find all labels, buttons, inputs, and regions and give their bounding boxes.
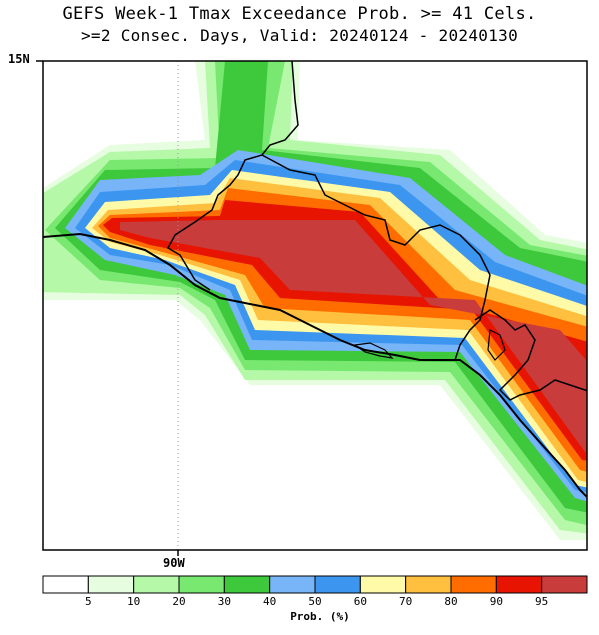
colorbar-tick-label: 70 [399,595,412,608]
colorbar-swatch [450,575,497,594]
pacific-coastline [43,232,587,499]
colorbar-tick-label: 50 [308,595,321,608]
colorbar-swatch [178,575,225,594]
colorbar-swatch [314,575,361,594]
colorbar-tick-label: 90 [490,595,503,608]
colorbar-swatch [359,575,407,594]
colorbar-tick-label: 20 [172,595,185,608]
latitude-label: 15N [8,52,30,66]
gulf-fonseca [353,342,394,359]
band-95-100 [120,220,587,453]
colorbar-swatch [133,575,180,594]
honduras-border [474,309,587,401]
colorbar-tick-label: 80 [444,595,457,608]
colorbar-tick-label: 60 [354,595,367,608]
lake-outline [487,329,506,361]
colorbar-tick-label: 30 [218,595,231,608]
guatemala-border [166,61,299,291]
map-frame [42,60,588,551]
colorbar-swatch [223,575,271,594]
colorbar-title: Prob. (%) [290,610,350,623]
band-80-90 [98,188,587,472]
map-title-line2: >=2 Consec. Days, Valid: 20240124 - 2024… [80,26,519,45]
colorbar-swatch [495,575,543,594]
map-title-line1: GEFS Week-1 Tmax Exceedance Prob. >= 41 … [62,4,537,24]
belize-coast [261,154,491,361]
colorbar-swatch [269,575,316,594]
colorbar-tick-label: 10 [127,595,140,608]
colorbar-swatch [42,575,89,594]
colorbar-tick-label: 5 [85,595,92,608]
longitude-label: 90W [163,556,185,570]
colorbar-swatch [405,575,452,594]
colorbar-swatch [541,575,588,594]
colorbar-swatch [87,575,135,594]
colorbar-tick-label: 40 [263,595,276,608]
colorbar-tick-label: 95 [535,595,548,608]
